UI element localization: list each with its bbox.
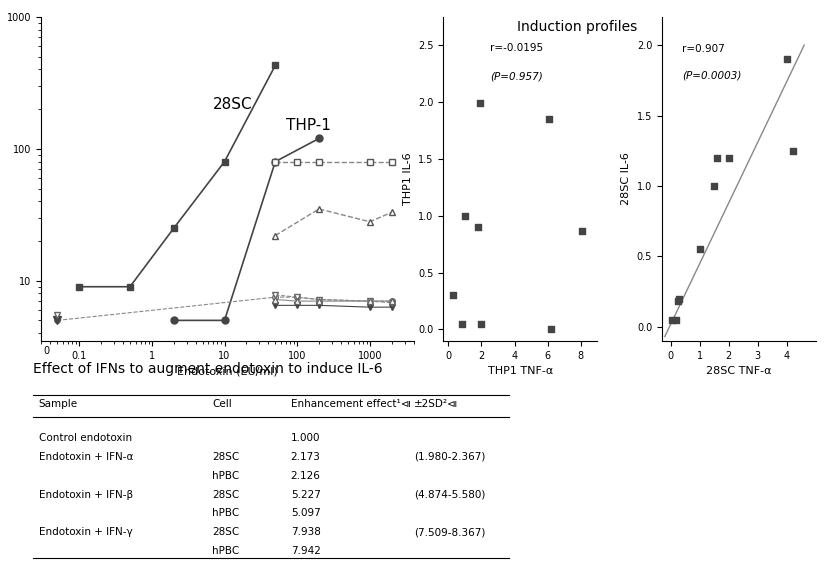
Text: THP-1: THP-1 [286, 118, 330, 132]
Point [710, 153, 723, 162]
Point [458, 211, 471, 220]
Text: Endotoxin + IFN-α: Endotoxin + IFN-α [39, 452, 133, 462]
Text: ±2SD²⧏: ±2SD²⧏ [414, 399, 458, 409]
Text: 2.126: 2.126 [291, 471, 321, 481]
Text: (P=0.0003): (P=0.0003) [682, 71, 742, 81]
Point [722, 153, 735, 162]
Text: 7.942: 7.942 [291, 546, 321, 556]
Point [576, 226, 589, 235]
Text: (4.874-5.580): (4.874-5.580) [414, 490, 485, 500]
Text: 2.173: 2.173 [291, 452, 321, 462]
Text: Induction profiles: Induction profiles [517, 20, 637, 34]
Text: 28SC: 28SC [213, 490, 240, 500]
Text: hPBC: hPBC [213, 471, 240, 481]
Point [780, 55, 794, 64]
Point [672, 294, 686, 303]
Text: Control endotoxin: Control endotoxin [39, 433, 132, 443]
Text: 28SC: 28SC [213, 452, 240, 462]
Text: 7.938: 7.938 [291, 527, 321, 537]
Text: 5.097: 5.097 [291, 508, 321, 519]
X-axis label: Endotoxin (EU/ml): Endotoxin (EU/ml) [177, 366, 278, 376]
Text: Endotoxin + IFN-γ: Endotoxin + IFN-γ [39, 527, 133, 537]
Text: hPBC: hPBC [213, 508, 240, 519]
Point [543, 115, 556, 124]
Y-axis label: THP1 IL-6: THP1 IL-6 [403, 153, 413, 205]
Point [455, 319, 468, 328]
Point [670, 315, 683, 324]
Point [545, 325, 558, 334]
Text: Effect of IFNs to augment endotoxin to induce IL-6: Effect of IFNs to augment endotoxin to i… [33, 362, 382, 376]
Point [447, 291, 460, 300]
Text: Sample: Sample [39, 399, 77, 409]
Text: 0: 0 [43, 346, 49, 356]
Text: (1.980-2.367): (1.980-2.367) [414, 452, 485, 462]
Text: r=-0.0195: r=-0.0195 [489, 43, 543, 53]
Text: Cell: Cell [213, 399, 232, 409]
Text: (7.509-8.367): (7.509-8.367) [414, 527, 485, 537]
Point [473, 99, 486, 108]
Point [786, 146, 799, 155]
Text: 28SC: 28SC [213, 527, 240, 537]
Text: Enhancement effect¹⧏: Enhancement effect¹⧏ [291, 399, 411, 409]
Text: r=0.907: r=0.907 [682, 44, 725, 54]
Point [693, 245, 706, 254]
X-axis label: THP1 TNF-α: THP1 TNF-α [488, 366, 553, 376]
Point [708, 181, 721, 190]
X-axis label: 28SC TNF-α: 28SC TNF-α [706, 366, 771, 376]
Point [672, 297, 685, 306]
Text: (P=0.957): (P=0.957) [489, 72, 542, 82]
Point [471, 223, 485, 232]
Point [666, 315, 679, 324]
Point [475, 319, 488, 328]
Text: Endotoxin + IFN-β: Endotoxin + IFN-β [39, 490, 133, 500]
Y-axis label: IL-6 (pg/ml): IL-6 (pg/ml) [0, 147, 2, 211]
Text: 28SC: 28SC [213, 97, 253, 112]
Y-axis label: 28SC IL-6: 28SC IL-6 [621, 152, 631, 206]
Text: 1.000: 1.000 [291, 433, 321, 443]
Text: hPBC: hPBC [213, 546, 240, 556]
Text: 5.227: 5.227 [291, 490, 321, 500]
